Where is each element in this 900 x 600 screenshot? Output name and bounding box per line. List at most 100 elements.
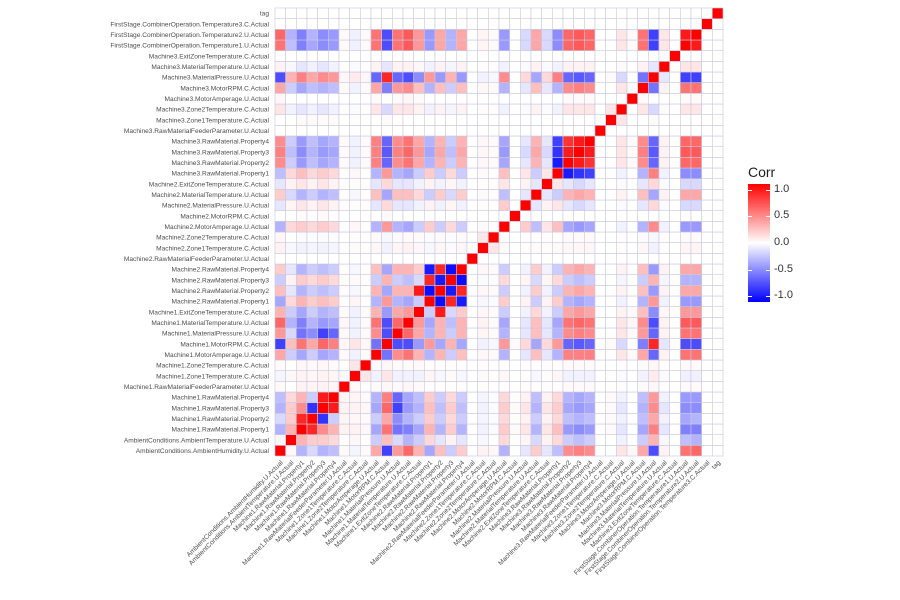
heatmap-cell xyxy=(445,306,457,318)
heatmap-cell xyxy=(669,381,681,393)
heatmap-cell xyxy=(520,381,532,393)
heatmap-cell xyxy=(477,263,489,275)
heatmap-cell xyxy=(701,295,713,307)
heatmap-cell xyxy=(498,391,510,403)
heatmap-cell xyxy=(690,253,702,265)
heatmap-cell xyxy=(317,71,329,83)
heatmap-cell xyxy=(552,189,564,201)
heatmap-cell xyxy=(488,317,500,329)
heatmap-cell xyxy=(370,370,382,382)
heatmap-cell xyxy=(605,7,617,19)
heatmap-cell xyxy=(712,210,724,222)
heatmap-cell xyxy=(466,29,478,41)
heatmap-cell xyxy=(605,103,617,115)
heatmap-cell xyxy=(274,157,286,169)
heatmap-cell xyxy=(434,306,446,318)
heatmap-cell xyxy=(285,423,297,435)
heatmap-cell xyxy=(509,82,521,94)
heatmap-cell xyxy=(274,125,286,137)
heatmap-cell xyxy=(477,359,489,371)
heatmap-cell xyxy=(680,263,692,275)
heatmap-cell xyxy=(562,125,574,137)
y-tick-label: Machine2.MotorRPM.C.Actual xyxy=(180,213,269,220)
heatmap-cell xyxy=(658,413,670,425)
heatmap-cell xyxy=(584,135,596,147)
heatmap-cell xyxy=(648,114,660,126)
heatmap-cell xyxy=(680,210,692,222)
heatmap-cell xyxy=(658,306,670,318)
heatmap-cell xyxy=(285,285,297,297)
heatmap-cell xyxy=(338,423,350,435)
heatmap-cell xyxy=(669,445,681,457)
heatmap-cell xyxy=(658,210,670,222)
heatmap-cell xyxy=(328,327,340,339)
heatmap-cell xyxy=(573,50,585,62)
heatmap-cell xyxy=(530,18,542,30)
heatmap-cell xyxy=(306,327,318,339)
heatmap-cell xyxy=(520,295,532,307)
heatmap-cell xyxy=(381,285,393,297)
heatmap-cell xyxy=(360,114,372,126)
heatmap-cell xyxy=(594,413,606,425)
heatmap-cell xyxy=(274,103,286,115)
heatmap-cell xyxy=(424,82,436,94)
heatmap-cell xyxy=(637,327,649,339)
heatmap-cell xyxy=(669,317,681,329)
heatmap-cell xyxy=(605,167,617,179)
heatmap-cell xyxy=(488,349,500,361)
heatmap-cell xyxy=(552,135,564,147)
heatmap-cell xyxy=(456,413,468,425)
heatmap-cell xyxy=(466,82,478,94)
heatmap-cell xyxy=(701,349,713,361)
heatmap-cell xyxy=(690,199,702,211)
heatmap-cell xyxy=(338,135,350,147)
heatmap-cell xyxy=(370,402,382,414)
heatmap-cell xyxy=(466,381,478,393)
heatmap-cell xyxy=(701,423,713,435)
heatmap-cell xyxy=(573,423,585,435)
heatmap-cell xyxy=(509,178,521,190)
heatmap-cell xyxy=(594,93,606,105)
heatmap-cell xyxy=(616,306,628,318)
heatmap-cell xyxy=(498,93,510,105)
y-tick-label: Machine2.Zone1Temperature.C.Actual xyxy=(156,245,269,252)
heatmap-cell xyxy=(530,423,542,435)
heatmap-cell xyxy=(616,370,628,382)
heatmap-cell xyxy=(690,391,702,403)
heatmap-cell xyxy=(562,114,574,126)
heatmap-cell xyxy=(402,114,414,126)
heatmap-cell xyxy=(424,274,436,286)
heatmap-cell xyxy=(648,381,660,393)
heatmap-cell xyxy=(712,370,724,382)
heatmap-cell xyxy=(498,413,510,425)
heatmap-cell xyxy=(381,306,393,318)
heatmap-cell xyxy=(434,370,446,382)
heatmap-cell xyxy=(498,39,510,51)
heatmap-cell xyxy=(434,167,446,179)
heatmap-cell xyxy=(370,189,382,201)
heatmap-cell xyxy=(690,242,702,254)
heatmap-cell xyxy=(317,285,329,297)
heatmap-cell xyxy=(584,370,596,382)
heatmap-cell xyxy=(498,242,510,254)
heatmap-cell xyxy=(541,7,553,19)
heatmap-cell xyxy=(541,114,553,126)
heatmap-cell xyxy=(552,253,564,265)
heatmap-cell xyxy=(360,231,372,243)
heatmap-cell xyxy=(658,7,670,19)
heatmap-cell xyxy=(328,370,340,382)
heatmap-cell xyxy=(392,50,404,62)
heatmap-cell xyxy=(690,114,702,126)
heatmap-cell xyxy=(317,242,329,254)
heatmap-cell xyxy=(466,327,478,339)
heatmap-cell xyxy=(274,29,286,41)
heatmap-cell xyxy=(306,413,318,425)
heatmap-cell xyxy=(296,434,308,446)
heatmap-cell xyxy=(402,231,414,243)
heatmap-cell xyxy=(573,7,585,19)
heatmap-cell xyxy=(456,295,468,307)
heatmap-cell xyxy=(701,29,713,41)
heatmap-cell xyxy=(306,125,318,137)
heatmap-cell xyxy=(317,381,329,393)
heatmap-cell xyxy=(306,370,318,382)
